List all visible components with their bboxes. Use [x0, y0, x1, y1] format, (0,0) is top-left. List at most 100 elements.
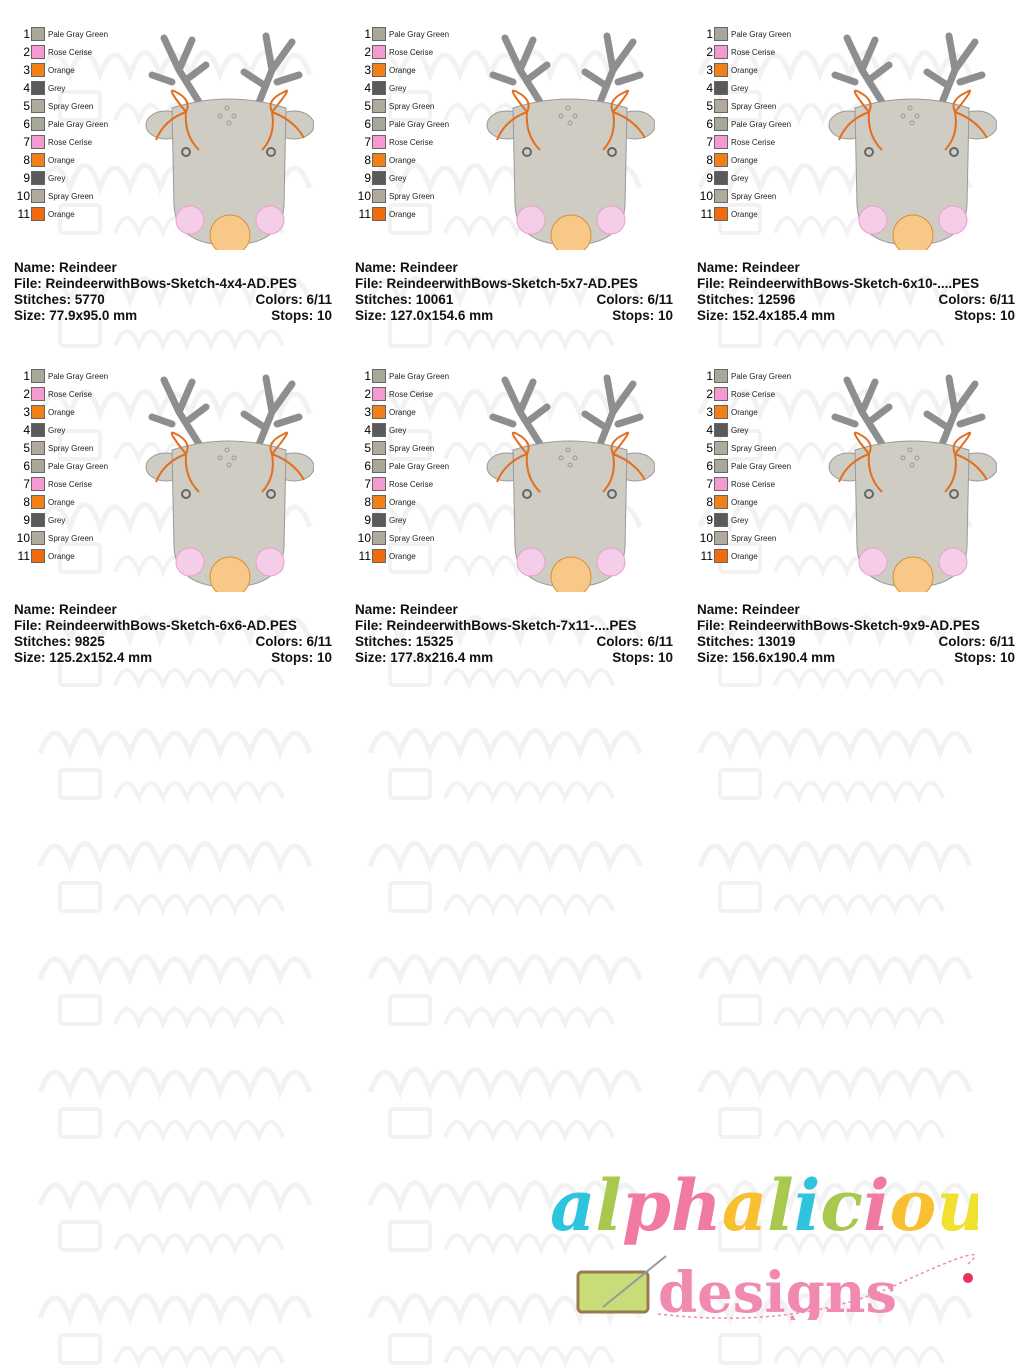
name-label: Name:	[14, 602, 56, 617]
palette-number: 3	[706, 63, 713, 77]
palette-item: 9 Grey	[14, 171, 65, 185]
palette-number: 2	[23, 45, 30, 59]
color-swatch	[372, 369, 386, 383]
design-info: Name: Reindeer File: ReindeerwithBows-Sk…	[697, 260, 1015, 324]
palette-number: 5	[706, 99, 713, 113]
name-label: Name:	[14, 260, 56, 275]
palette-color-name: Grey	[731, 515, 749, 525]
heart-icon	[963, 1273, 973, 1283]
palette-item: 9 Grey	[355, 171, 406, 185]
palette-color-name: Pale Gray Green	[48, 119, 109, 129]
design-name: Reindeer	[742, 602, 800, 617]
palette-color-name: Grey	[389, 425, 407, 435]
color-swatch	[31, 117, 45, 131]
color-swatch	[714, 27, 728, 41]
color-swatch	[31, 189, 45, 203]
design-colors: 6/11	[989, 292, 1015, 307]
palette-color-name: Orange	[48, 497, 75, 507]
palette-item: 3 Orange	[355, 63, 416, 77]
palette-color-name: Spray Green	[389, 533, 435, 543]
stitches-label: Stitches:	[355, 292, 413, 307]
palette-number: 4	[706, 81, 713, 95]
palette-number: 9	[23, 513, 30, 527]
palette-item: 10 Spray Green	[14, 189, 93, 203]
file-label: File:	[697, 276, 725, 291]
design-colors: 6/11	[306, 634, 332, 649]
stops-label: Stops:	[271, 650, 314, 665]
palette-item: 9 Grey	[697, 171, 748, 185]
palette-item: 2 Rose Cerise	[697, 387, 775, 401]
color-swatch	[714, 81, 728, 95]
color-swatch	[31, 63, 45, 77]
design-size: 156.6x190.4 mm	[732, 650, 836, 665]
palette-item: 5 Spray Green	[697, 99, 776, 113]
palette-item: 8 Orange	[355, 495, 416, 509]
palette-color-name: Orange	[731, 407, 758, 417]
design-size: 152.4x185.4 mm	[732, 308, 836, 323]
design-file: ReindeerwithBows-Sketch-5x7-AD.PES	[386, 276, 638, 291]
color-swatch	[714, 63, 728, 77]
stops-label: Stops:	[954, 650, 997, 665]
palette-item: 10 Spray Green	[697, 531, 776, 545]
palette-number: 8	[706, 153, 713, 167]
design-file: ReindeerwithBows-Sketch-9x9-AD.PES	[728, 618, 980, 633]
color-swatch	[714, 135, 728, 149]
palette-color-name: Orange	[389, 65, 416, 75]
color-swatch	[31, 99, 45, 113]
name-label: Name:	[697, 260, 739, 275]
palette-item: 8 Orange	[14, 495, 75, 509]
palette-item: 8 Orange	[697, 495, 758, 509]
design-info: Name: Reindeer File: ReindeerwithBows-Sk…	[355, 260, 673, 324]
palette-number: 1	[706, 369, 713, 383]
watermark-mark	[367, 1067, 643, 1143]
palette-item: 9 Grey	[355, 513, 406, 527]
color-swatch	[714, 531, 728, 545]
palette-number: 7	[23, 477, 30, 491]
palette-color-name: Pale Gray Green	[389, 119, 450, 129]
palette-color-name: Orange	[731, 209, 758, 219]
palette-color-name: Pale Gray Green	[731, 29, 792, 39]
design-colors: 6/11	[647, 634, 673, 649]
colors-label: Colors:	[938, 634, 986, 649]
design-card: 1 Pale Gray Green 2 Rose Cerise 3 Orange…	[355, 27, 685, 328]
palette-number: 9	[706, 171, 713, 185]
palette-item: 1 Pale Gray Green	[697, 27, 791, 41]
palette-color-name: Grey	[48, 83, 66, 93]
palette-number: 10	[357, 531, 371, 545]
color-swatch	[31, 45, 45, 59]
stitches-label: Stitches:	[355, 634, 413, 649]
palette-number: 1	[364, 27, 371, 41]
color-swatch	[372, 81, 386, 95]
palette-item: 10 Spray Green	[14, 531, 93, 545]
file-label: File:	[697, 618, 725, 633]
watermark-mark	[37, 1293, 313, 1369]
palette-number: 7	[706, 135, 713, 149]
palette-item: 11 Orange	[697, 549, 758, 563]
design-name: Reindeer	[59, 602, 117, 617]
palette-number: 10	[699, 531, 713, 545]
colors-label: Colors:	[255, 634, 303, 649]
logo-text-line1: alphalicious	[550, 1164, 978, 1247]
design-card: 1 Pale Gray Green 2 Rose Cerise 3 Orange…	[355, 369, 685, 670]
color-swatch	[372, 153, 386, 167]
palette-item: 2 Rose Cerise	[355, 387, 433, 401]
color-swatch	[714, 477, 728, 491]
palette-item: 7 Rose Cerise	[355, 477, 433, 491]
design-stops: 10	[316, 308, 332, 323]
palette-item: 2 Rose Cerise	[355, 45, 433, 59]
colors-label: Colors:	[938, 292, 986, 307]
color-swatch	[372, 477, 386, 491]
watermark-mark	[37, 841, 313, 917]
color-swatch	[31, 135, 45, 149]
size-label: Size:	[14, 650, 46, 665]
color-swatch	[372, 513, 386, 527]
palette-item: 4 Grey	[14, 423, 65, 437]
palette-item: 4 Grey	[697, 423, 748, 437]
color-swatch	[372, 405, 386, 419]
color-swatch	[31, 441, 45, 455]
palette-item: 7 Rose Cerise	[14, 477, 92, 491]
palette-color-name: Grey	[389, 173, 407, 183]
palette-color-name: Rose Cerise	[731, 137, 776, 147]
size-label: Size:	[355, 308, 387, 323]
design-stitches: 10061	[415, 292, 454, 307]
